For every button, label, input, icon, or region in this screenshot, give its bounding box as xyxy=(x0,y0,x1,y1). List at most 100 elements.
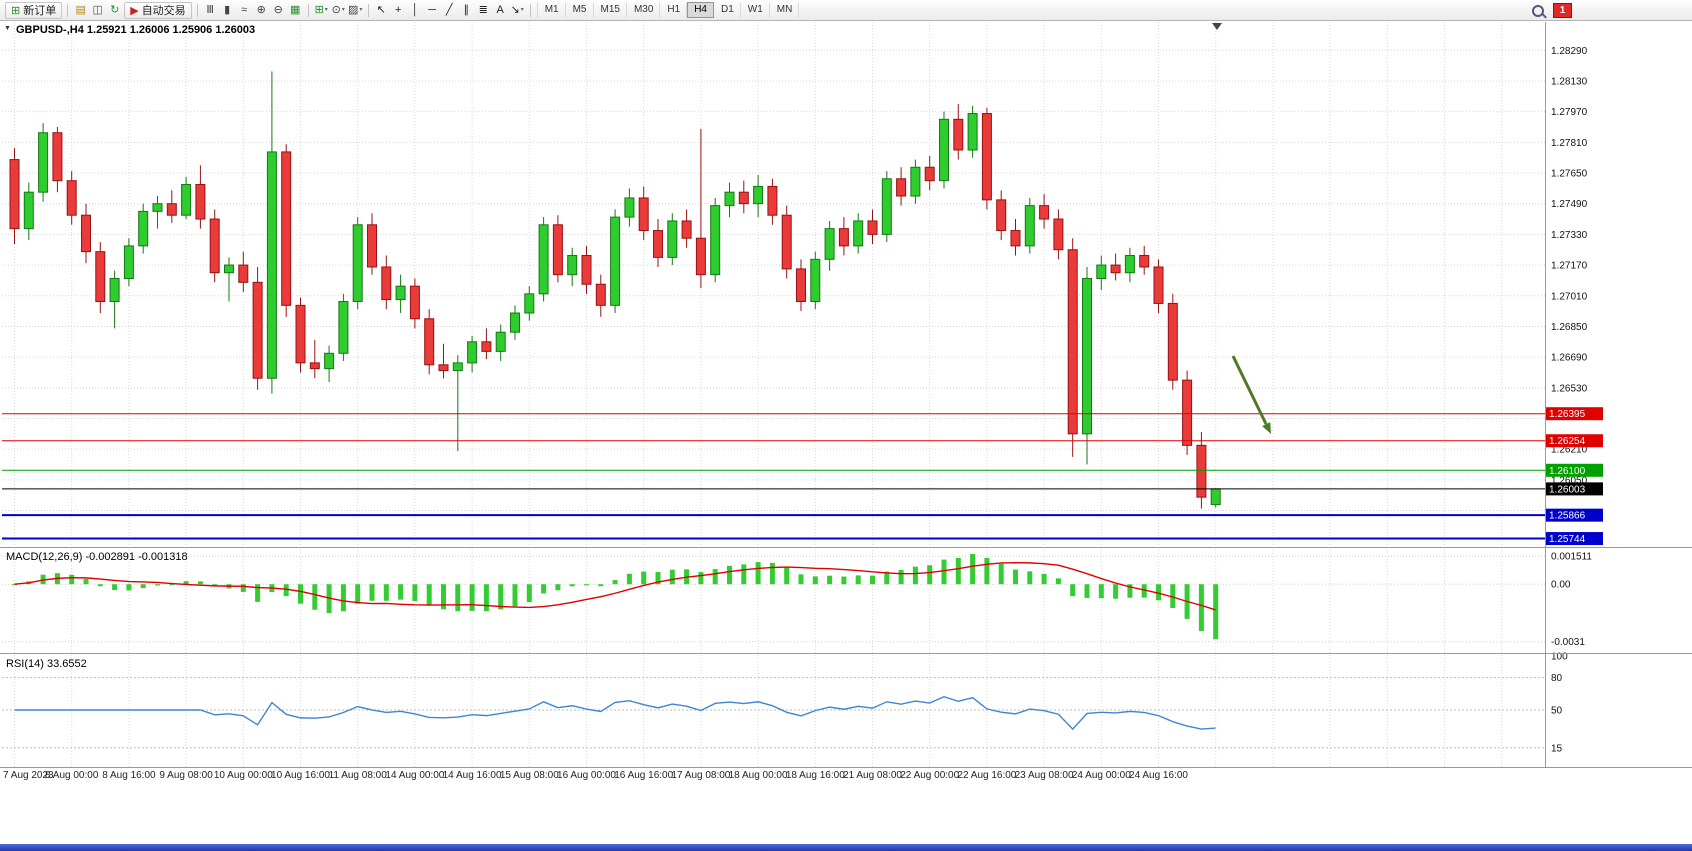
price-tag xyxy=(1546,508,1603,522)
candle xyxy=(352,224,363,303)
timeframe-button-h4[interactable]: H4 xyxy=(687,2,714,18)
candle xyxy=(924,166,935,182)
macd-histogram-bar xyxy=(970,553,976,585)
timeframe-button-m5[interactable]: M5 xyxy=(566,2,594,18)
price-axis-label: 1.26850 xyxy=(1551,322,1588,333)
macd-histogram-bar xyxy=(1141,584,1147,598)
periods-icon[interactable]: ⊙ ▾ xyxy=(330,2,347,19)
timeframe-toolbar: M1 M5 M15 M30 H1 H4 D1 W1 MN xyxy=(536,2,800,18)
line-chart-icon[interactable]: ≈ xyxy=(236,2,253,19)
price-tag xyxy=(1546,407,1603,421)
candle xyxy=(309,362,320,370)
arrows-icon[interactable]: ↘ ▾ xyxy=(509,2,526,19)
candlestick-chart-icon[interactable]: ▮ xyxy=(219,2,236,19)
price-axis-label: 1.27650 xyxy=(1551,169,1588,180)
candle xyxy=(724,191,735,207)
macd-histogram-bar xyxy=(584,584,589,586)
horizontal-line-icon[interactable]: ─ xyxy=(424,2,441,19)
candle xyxy=(695,237,706,276)
macd-histogram-bar xyxy=(1070,584,1076,597)
macd-histogram-bar xyxy=(1084,584,1090,598)
toolbar-separator xyxy=(67,3,69,17)
timeframe-button-d1[interactable]: D1 xyxy=(714,2,741,18)
templates-icon[interactable]: ▨ ▾ xyxy=(347,2,364,19)
view-icon-group: ▤ ◫ ↻ xyxy=(72,2,123,19)
zoom-in-icon[interactable]: ⊕ xyxy=(253,2,270,19)
time-axis-label: 22 Aug 16:00 xyxy=(957,770,1016,781)
new-order-button[interactable]: ⊞ 新订单 xyxy=(5,1,63,19)
macd-histogram-bar xyxy=(755,562,761,585)
macd-histogram-bar xyxy=(912,566,918,585)
candle xyxy=(567,254,578,276)
rsi-axis-label: 100 xyxy=(1551,652,1568,663)
candle xyxy=(1210,488,1221,506)
autotrading-button[interactable]: ▶ 自动交易 xyxy=(124,1,192,19)
trendline-icon[interactable]: ╱ xyxy=(441,2,458,19)
price-tag-label: 1.26254 xyxy=(1549,436,1586,447)
refresh-icon[interactable]: ↻ xyxy=(106,2,123,19)
timeframe-button-h1[interactable]: H1 xyxy=(660,2,688,18)
tile-windows-icon[interactable]: ▦ xyxy=(287,2,304,19)
chart-title: GBPUSD-,H4 1.25921 1.26006 1.25906 1.260… xyxy=(16,24,256,36)
candle xyxy=(438,364,449,372)
candle xyxy=(481,341,492,352)
candle xyxy=(939,118,949,182)
macd-histogram-bar xyxy=(469,584,475,611)
macd-histogram-bar xyxy=(741,564,747,585)
charts-icon[interactable]: ▤ xyxy=(72,2,89,19)
timeframe-button-mn[interactable]: MN xyxy=(770,2,800,18)
macd-histogram-bar xyxy=(112,584,118,591)
macd-histogram-bar xyxy=(984,557,990,585)
channel-icon[interactable]: ∥ xyxy=(458,2,475,19)
macd-histogram-bar xyxy=(1027,571,1033,585)
timeframe-button-w1[interactable]: W1 xyxy=(741,2,770,18)
macd-histogram-bar xyxy=(441,584,446,610)
timeframe-button-m1[interactable]: M1 xyxy=(538,2,566,18)
time-axis-label: 22 Aug 00:00 xyxy=(900,770,959,781)
macd-signal-line xyxy=(14,562,1216,611)
macd-histogram-bar xyxy=(841,576,847,585)
vertical-line-icon[interactable]: │ xyxy=(407,2,424,19)
candle xyxy=(1067,249,1078,435)
candle xyxy=(896,178,907,197)
candle xyxy=(238,264,249,283)
timeframe-button-m15[interactable]: M15 xyxy=(594,2,627,18)
candle xyxy=(224,264,234,274)
tools-icon-group: ⊞ ▾ ⊙ ▾ ▨ ▾ xyxy=(313,2,364,19)
price-axis-label: 1.27170 xyxy=(1551,261,1588,272)
crosshair-icon[interactable]: + xyxy=(390,2,407,19)
macd-histogram-bar xyxy=(612,580,618,585)
price-tag-label: 1.26100 xyxy=(1549,466,1586,477)
timeframe-button-m30[interactable]: M30 xyxy=(627,2,661,18)
macd-histogram-bar xyxy=(355,584,361,604)
notification-badge[interactable]: 1 xyxy=(1553,3,1572,18)
candle xyxy=(510,312,520,333)
search-icon[interactable] xyxy=(1532,4,1544,17)
trend-arrow[interactable] xyxy=(1231,355,1268,425)
macd-histogram-bar xyxy=(526,584,532,603)
trend-arrow-head[interactable] xyxy=(1262,422,1271,434)
candle xyxy=(796,268,806,303)
bar-chart-icon[interactable]: Ⅲ xyxy=(202,2,219,19)
candle xyxy=(1053,218,1064,251)
cursor-icon[interactable]: ↖ xyxy=(373,2,390,19)
macd-histogram-bar xyxy=(898,569,904,585)
candle xyxy=(681,220,692,239)
add-indicator-icon[interactable]: ⊞ ▾ xyxy=(313,2,330,19)
fibonacci-icon[interactable]: ≣ xyxy=(475,2,492,19)
one-click-trading-arrow[interactable]: ▼ xyxy=(4,25,11,32)
autotrading-icon: ▶ xyxy=(130,4,139,17)
candle xyxy=(1039,205,1050,220)
macd-histogram-bar xyxy=(483,584,489,612)
profile-icon[interactable]: ◫ xyxy=(89,2,106,19)
chart-shift-marker[interactable] xyxy=(1212,23,1222,30)
toolbar-right-group: 1 xyxy=(1532,3,1572,18)
macd-histogram-bar xyxy=(240,584,246,592)
new-order-label: 新订单 xyxy=(23,5,57,17)
macd-histogram-bar xyxy=(412,584,418,602)
zoom-out-icon[interactable]: ⊖ xyxy=(270,2,287,19)
macd-histogram-bar xyxy=(212,584,218,586)
candle xyxy=(367,224,377,268)
price-axis-label: 1.27330 xyxy=(1551,230,1588,241)
text-icon[interactable]: A xyxy=(492,2,509,19)
